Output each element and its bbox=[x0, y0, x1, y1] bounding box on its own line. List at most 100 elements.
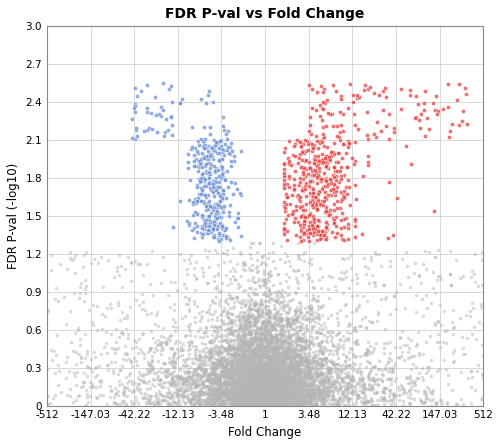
Point bbox=[186, 320, 194, 327]
Point bbox=[304, 370, 312, 377]
Point bbox=[323, 220, 331, 227]
Point bbox=[205, 338, 213, 345]
Point bbox=[296, 154, 304, 161]
Point bbox=[362, 132, 370, 139]
Point bbox=[275, 356, 283, 363]
Point bbox=[88, 380, 96, 388]
Point bbox=[272, 401, 280, 408]
Point bbox=[214, 377, 222, 384]
Point bbox=[242, 357, 250, 364]
Point bbox=[236, 384, 244, 391]
Point bbox=[214, 358, 222, 365]
Point bbox=[246, 379, 254, 386]
Point bbox=[262, 364, 270, 372]
Point bbox=[240, 330, 248, 337]
Point bbox=[236, 376, 244, 384]
Point bbox=[230, 298, 238, 306]
Point bbox=[292, 378, 300, 385]
Point bbox=[280, 372, 288, 380]
Point bbox=[267, 391, 275, 398]
Point bbox=[268, 375, 276, 382]
Point bbox=[346, 140, 354, 147]
Point bbox=[244, 314, 252, 321]
Point bbox=[227, 318, 235, 326]
Point bbox=[248, 392, 256, 400]
Point bbox=[262, 367, 270, 374]
Point bbox=[342, 357, 349, 364]
Point bbox=[212, 323, 220, 330]
Point bbox=[212, 209, 220, 216]
Point bbox=[268, 372, 276, 379]
Point bbox=[226, 236, 234, 243]
Point bbox=[293, 391, 301, 398]
Point bbox=[256, 363, 264, 370]
Point bbox=[236, 364, 244, 371]
Point bbox=[302, 386, 310, 393]
Point bbox=[266, 384, 274, 391]
Point bbox=[274, 402, 282, 409]
Point bbox=[443, 401, 451, 408]
Point bbox=[104, 361, 112, 368]
Point bbox=[262, 372, 270, 379]
Point bbox=[257, 395, 265, 402]
Point bbox=[250, 381, 258, 388]
Point bbox=[352, 337, 360, 344]
Point bbox=[302, 379, 310, 386]
Point bbox=[290, 367, 298, 374]
Point bbox=[378, 395, 386, 402]
Point bbox=[231, 355, 239, 362]
Point bbox=[231, 386, 239, 393]
Point bbox=[313, 179, 321, 186]
Point bbox=[248, 386, 256, 393]
Point bbox=[224, 382, 232, 389]
Point bbox=[284, 380, 292, 387]
Point bbox=[262, 326, 270, 333]
Point bbox=[116, 366, 124, 373]
Point bbox=[242, 373, 250, 380]
Point bbox=[306, 388, 314, 395]
Point bbox=[329, 361, 337, 368]
Point bbox=[318, 88, 326, 95]
Point bbox=[274, 383, 282, 390]
Point bbox=[258, 385, 266, 392]
Point bbox=[294, 384, 302, 391]
Point bbox=[266, 329, 274, 336]
Point bbox=[414, 375, 422, 382]
Point bbox=[253, 256, 261, 263]
Point bbox=[266, 354, 274, 361]
Point bbox=[271, 399, 279, 406]
Point bbox=[224, 143, 232, 150]
Point bbox=[324, 392, 332, 399]
Point bbox=[331, 377, 339, 384]
Point bbox=[214, 200, 222, 207]
Point bbox=[300, 368, 308, 375]
Point bbox=[300, 347, 308, 354]
Point bbox=[364, 381, 372, 388]
Point bbox=[322, 359, 330, 366]
Point bbox=[306, 210, 314, 217]
Point bbox=[371, 280, 379, 287]
Point bbox=[237, 383, 245, 390]
Point bbox=[208, 202, 216, 209]
Point bbox=[256, 305, 264, 312]
Point bbox=[392, 378, 400, 385]
Point bbox=[284, 383, 292, 390]
Point bbox=[321, 380, 329, 387]
Point bbox=[464, 374, 472, 381]
Point bbox=[291, 381, 299, 388]
Point bbox=[254, 377, 262, 384]
Point bbox=[304, 381, 312, 388]
Point bbox=[249, 401, 257, 408]
Point bbox=[431, 254, 439, 261]
Point bbox=[268, 377, 276, 384]
Point bbox=[282, 348, 290, 355]
Point bbox=[104, 361, 112, 368]
Point bbox=[252, 392, 260, 399]
Point bbox=[220, 204, 228, 211]
Point bbox=[332, 383, 340, 390]
Point bbox=[263, 394, 271, 401]
Point bbox=[202, 389, 210, 396]
Point bbox=[286, 335, 294, 342]
Point bbox=[256, 284, 264, 291]
Point bbox=[364, 85, 372, 92]
